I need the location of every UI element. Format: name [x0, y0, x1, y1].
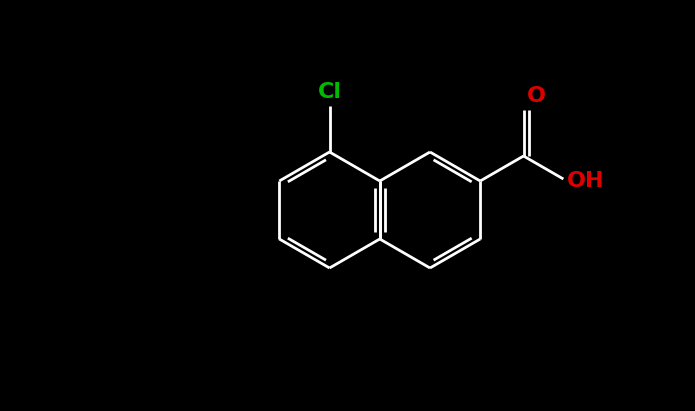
Text: Cl: Cl [318, 82, 341, 102]
Text: O: O [527, 86, 546, 106]
Text: OH: OH [567, 171, 605, 191]
